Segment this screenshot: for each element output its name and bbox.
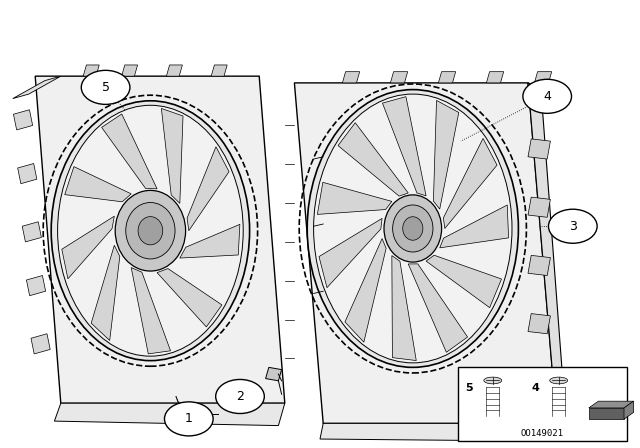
Polygon shape — [433, 100, 459, 209]
Ellipse shape — [484, 377, 502, 384]
Polygon shape — [528, 139, 550, 159]
Ellipse shape — [384, 195, 442, 262]
Polygon shape — [624, 401, 634, 419]
Ellipse shape — [58, 105, 243, 356]
Polygon shape — [65, 167, 131, 202]
Text: 4: 4 — [543, 90, 551, 103]
Polygon shape — [26, 276, 45, 296]
Circle shape — [548, 209, 597, 243]
Polygon shape — [345, 239, 386, 342]
Text: 5: 5 — [465, 383, 473, 393]
Polygon shape — [31, 334, 50, 354]
Polygon shape — [13, 76, 61, 99]
Polygon shape — [122, 65, 138, 76]
Polygon shape — [83, 65, 99, 76]
Polygon shape — [54, 403, 285, 426]
Circle shape — [523, 79, 572, 113]
Text: 4: 4 — [531, 383, 539, 393]
Text: 3: 3 — [569, 220, 577, 233]
Polygon shape — [266, 367, 282, 381]
Ellipse shape — [307, 90, 518, 367]
Polygon shape — [22, 222, 42, 242]
Ellipse shape — [314, 94, 512, 363]
Polygon shape — [528, 83, 566, 428]
Ellipse shape — [125, 202, 175, 259]
Polygon shape — [166, 65, 182, 76]
Bar — [458, 367, 627, 441]
Polygon shape — [589, 408, 624, 419]
Circle shape — [216, 379, 264, 414]
Text: 5: 5 — [102, 81, 109, 94]
Polygon shape — [426, 255, 502, 308]
Polygon shape — [342, 72, 360, 83]
Polygon shape — [317, 182, 392, 215]
Polygon shape — [589, 401, 634, 408]
Polygon shape — [92, 245, 120, 340]
Polygon shape — [528, 314, 550, 334]
Polygon shape — [35, 76, 285, 403]
Polygon shape — [534, 72, 552, 83]
Text: 1: 1 — [185, 412, 193, 426]
Ellipse shape — [403, 217, 423, 240]
Polygon shape — [18, 164, 37, 184]
Polygon shape — [383, 97, 426, 196]
Polygon shape — [528, 197, 550, 217]
Polygon shape — [131, 267, 170, 354]
Polygon shape — [157, 269, 222, 327]
Polygon shape — [444, 138, 497, 228]
Text: 2: 2 — [236, 390, 244, 403]
Ellipse shape — [550, 377, 568, 384]
Polygon shape — [392, 255, 416, 361]
Circle shape — [164, 402, 213, 436]
Ellipse shape — [51, 101, 250, 361]
Polygon shape — [320, 423, 560, 441]
Ellipse shape — [393, 205, 433, 252]
Polygon shape — [390, 72, 408, 83]
Polygon shape — [180, 224, 240, 258]
Polygon shape — [294, 83, 557, 423]
Polygon shape — [319, 218, 382, 288]
Polygon shape — [408, 264, 468, 352]
Text: OO149021: OO149021 — [521, 429, 564, 438]
Polygon shape — [62, 216, 115, 279]
Circle shape — [81, 70, 130, 104]
Polygon shape — [161, 108, 183, 203]
Polygon shape — [528, 255, 550, 276]
Polygon shape — [102, 114, 157, 189]
Polygon shape — [13, 110, 33, 130]
Polygon shape — [438, 72, 456, 83]
Polygon shape — [486, 72, 504, 83]
Ellipse shape — [115, 190, 186, 271]
Ellipse shape — [138, 216, 163, 245]
Polygon shape — [187, 147, 229, 231]
Polygon shape — [440, 205, 509, 248]
Polygon shape — [338, 123, 408, 196]
Polygon shape — [211, 65, 227, 76]
